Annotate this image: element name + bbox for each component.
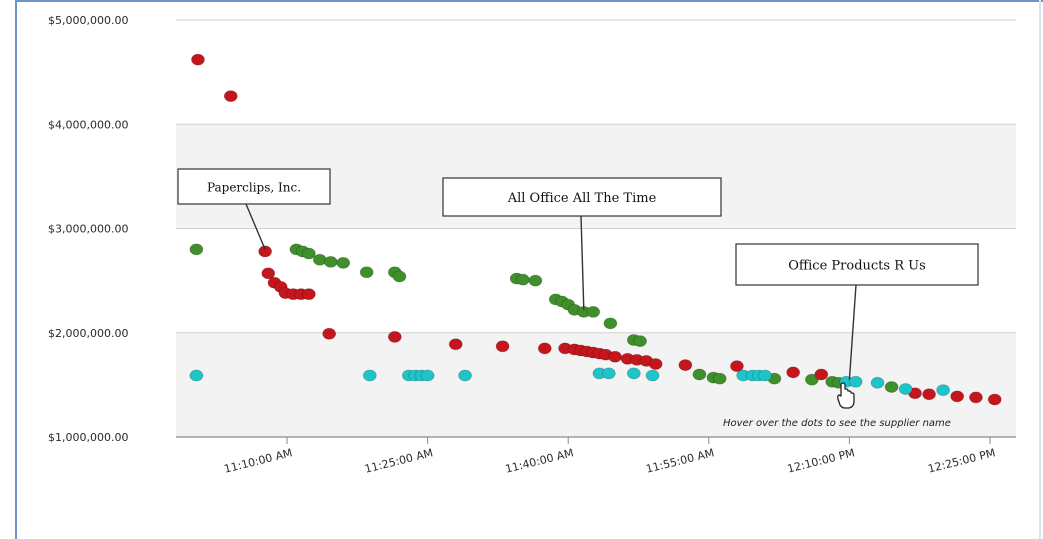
data-point[interactable] xyxy=(258,245,273,258)
data-point[interactable] xyxy=(712,372,727,385)
callout-label: Office Products R Us xyxy=(788,259,926,274)
data-points xyxy=(189,53,1002,406)
data-point[interactable] xyxy=(586,305,601,318)
y-tick-label: $5,000,000.00 xyxy=(48,14,128,27)
data-point[interactable] xyxy=(601,367,616,380)
data-point[interactable] xyxy=(758,369,772,382)
data-point[interactable] xyxy=(420,369,435,382)
data-point[interactable] xyxy=(692,368,707,381)
hover-hint: Hover over the dots to see the supplier … xyxy=(723,418,951,429)
data-point[interactable] xyxy=(458,369,472,382)
callout-box xyxy=(177,168,331,205)
data-point[interactable] xyxy=(261,267,276,280)
callout-leader-line xyxy=(848,284,857,380)
data-point[interactable] xyxy=(936,384,951,396)
data-point[interactable] xyxy=(336,257,351,269)
data-point[interactable] xyxy=(392,270,407,283)
data-point[interactable] xyxy=(848,375,863,388)
mouse-cursor-icon xyxy=(837,382,855,409)
data-point[interactable] xyxy=(323,255,338,268)
callout-box xyxy=(442,177,722,217)
data-point[interactable] xyxy=(495,340,510,353)
data-point[interactable] xyxy=(969,391,983,404)
y-tick-label: $4,000,000.00 xyxy=(48,118,128,131)
callout-label: Paperclips, Inc. xyxy=(207,181,301,195)
data-point[interactable] xyxy=(608,350,622,363)
data-point[interactable] xyxy=(884,381,899,393)
data-point[interactable] xyxy=(528,274,543,287)
gridlines xyxy=(176,19,1016,438)
data-point[interactable] xyxy=(950,390,965,403)
data-point[interactable] xyxy=(814,368,829,381)
data-point[interactable] xyxy=(362,369,377,382)
data-point[interactable] xyxy=(648,358,663,370)
data-point[interactable] xyxy=(301,288,316,301)
data-point[interactable] xyxy=(633,335,647,347)
data-point[interactable] xyxy=(603,317,618,330)
data-point[interactable] xyxy=(626,367,641,380)
callout-label: All Office All The Time xyxy=(507,191,657,206)
data-point[interactable] xyxy=(448,338,463,351)
data-point[interactable] xyxy=(537,342,552,355)
data-point[interactable] xyxy=(515,273,530,286)
data-point[interactable] xyxy=(387,331,402,343)
y-axis-tick-labels: $1,000,000.00 $2,000,000.00 $3,000,000.00 $… xyxy=(48,14,128,444)
data-point[interactable] xyxy=(786,366,801,379)
data-point[interactable] xyxy=(805,373,819,386)
data-point[interactable] xyxy=(870,376,885,389)
data-point[interactable] xyxy=(922,388,936,401)
data-point[interactable] xyxy=(189,243,204,256)
data-point[interactable] xyxy=(191,53,205,66)
callout-box xyxy=(735,243,979,286)
y-tick-label: $1,000,000.00 xyxy=(48,431,128,444)
data-point[interactable] xyxy=(301,247,316,260)
y-tick-label: $2,000,000.00 xyxy=(48,327,128,340)
data-point[interactable] xyxy=(678,359,693,371)
data-point[interactable] xyxy=(189,369,204,382)
data-point[interactable] xyxy=(223,90,238,103)
data-point[interactable] xyxy=(730,360,744,373)
data-point[interactable] xyxy=(898,383,913,395)
data-point[interactable] xyxy=(645,369,660,382)
supplier-callouts: Paperclips, Inc. All Office All The Time O… xyxy=(177,168,979,380)
data-point[interactable] xyxy=(322,327,337,340)
callout-leader-line xyxy=(245,203,266,250)
data-point[interactable] xyxy=(359,266,374,279)
data-point[interactable] xyxy=(987,393,1002,406)
y-tick-label: $3,000,000.00 xyxy=(48,223,128,236)
callout-leader-line xyxy=(580,215,585,310)
